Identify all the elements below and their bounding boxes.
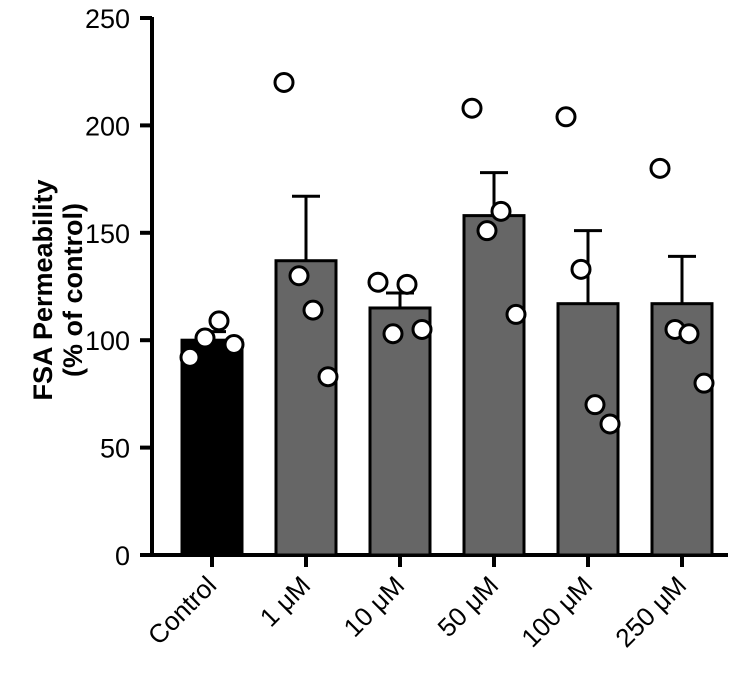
data-point — [678, 323, 700, 345]
y-tick-label: 0 — [115, 541, 130, 571]
data-point — [223, 333, 245, 355]
data-point — [584, 394, 606, 416]
y-axis-title-line-2: (% of control) — [58, 203, 88, 377]
y-axis-title-line-1: FSA Permeability — [28, 179, 58, 400]
data-point — [490, 200, 512, 222]
data-points — [179, 71, 715, 435]
x-tick-label: 1 μM — [254, 570, 316, 632]
y-tick-label: 200 — [85, 111, 130, 141]
bar — [650, 302, 714, 557]
data-point — [302, 299, 324, 321]
y-tick-label: 150 — [85, 219, 130, 249]
bar — [180, 338, 244, 557]
y-tick-label: 250 — [85, 4, 130, 34]
error-bars — [198, 171, 696, 341]
data-point — [693, 372, 715, 394]
data-point — [194, 327, 216, 349]
x-tick-label: 250 μM — [609, 570, 692, 653]
bar — [462, 214, 526, 557]
x-tick-label: Control — [142, 570, 222, 650]
data-point — [208, 310, 230, 332]
bar — [274, 259, 338, 557]
data-point — [649, 157, 671, 179]
data-point — [461, 97, 483, 119]
data-point — [505, 303, 527, 325]
data-point — [273, 71, 295, 93]
data-point — [382, 323, 404, 345]
data-point — [476, 220, 498, 242]
data-point — [411, 318, 433, 340]
y-tick-label: 50 — [100, 434, 130, 464]
x-tick-label: 10 μM — [338, 570, 411, 643]
data-point — [570, 258, 592, 280]
data-point — [555, 106, 577, 128]
x-tick-label: 100 μM — [515, 570, 598, 653]
data-point — [179, 346, 201, 368]
axes — [140, 16, 728, 567]
data-point — [396, 273, 418, 295]
y-tick-label: 100 — [85, 326, 130, 356]
x-tick-label: 50 μM — [432, 570, 505, 643]
data-point — [288, 265, 310, 287]
bars — [180, 214, 714, 557]
data-point — [367, 271, 389, 293]
bar — [368, 306, 432, 557]
data-point — [599, 413, 621, 435]
data-point — [317, 366, 339, 388]
